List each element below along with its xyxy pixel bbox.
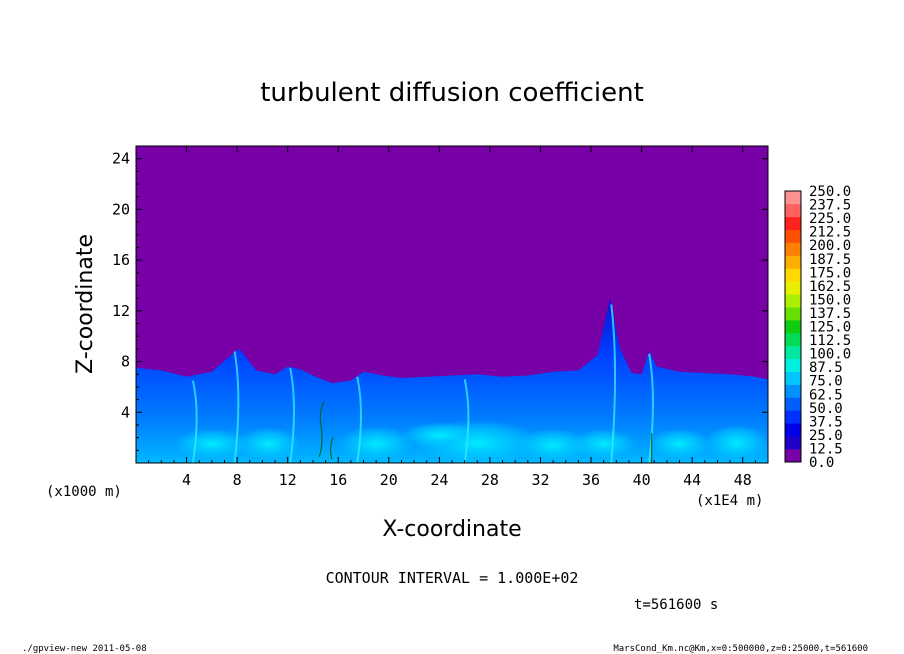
x-tick-label: 8 [233,471,242,489]
footer-right: MarsCond_Km.nc@Km,x=0:500000,z=0:25000,t… [613,644,868,654]
y-tick-label: 12 [112,302,130,320]
x-tick-label: 32 [531,471,549,489]
colorbar-swatch [785,203,801,218]
y-tick-label: 4 [121,403,130,421]
high-diffusion-patch [647,428,712,460]
x-unit-right: (x1E4 m) [696,493,763,509]
x-tick-label: 16 [329,471,347,489]
colorbar-label: 187.5 [809,252,851,268]
colorbar-label: 100.0 [809,347,851,363]
y-tick-label: 24 [112,150,130,168]
colorbar-swatch [785,307,801,321]
colorbar-label: 50.0 [809,401,843,417]
contour-line [318,401,334,460]
colorbar: 0.012.525.037.550.062.575.087.5100.0112.… [784,184,851,471]
colorbar-swatch [785,332,801,347]
x-tick-label: 4 [182,471,191,489]
high-diffusion-patch [338,426,415,462]
x-tick-label: 36 [582,471,600,489]
colorbar-swatch [785,410,801,424]
high-diffusion-patch [401,422,478,448]
x-tick-label: 48 [734,471,752,489]
colorbar-swatch [785,191,801,205]
y-axis: 4 8 12 16 20 24 [112,150,768,451]
colorbar-label: 87.5 [809,360,843,376]
colorbar-swatch [785,281,801,295]
x-axis: 4 8 12 16 20 24 28 32 36 40 44 48 [148,146,756,489]
colorbar-swatch [785,320,801,334]
plume-streak [233,351,240,463]
colorbar-swatch [785,384,801,398]
colorbar-label: 0.0 [809,455,834,471]
x-tick-label: 44 [683,471,701,489]
contour-interval-text: CONTOUR INTERVAL = 1.000E+02 [326,569,579,587]
high-diffusion-patch [572,428,636,460]
colorbar-label: 237.5 [809,198,851,214]
colorbar-label: 75.0 [809,374,843,390]
colorbar-swatch [785,358,801,372]
plume-streak [648,353,654,463]
colorbar-swatch [785,268,801,282]
colorbar-swatch [785,242,801,256]
x-tick-label: 40 [633,471,651,489]
colorbar-frame [784,190,802,463]
colorbar-label: 175.0 [809,265,851,281]
colorbar-swatch [785,423,801,437]
colorbar-label: 125.0 [809,320,851,336]
plume-streak [289,367,295,463]
high-diffusion-patch [704,424,768,461]
x-tick-label: 12 [279,471,297,489]
colorbar-label: 137.5 [809,306,851,322]
y-tick-label: 16 [112,251,130,269]
footer-left: ./gpview-new 2011-05-08 [22,644,147,654]
colorbar-swatch [785,397,801,411]
high-diffusion-patch [515,428,592,462]
plot-area [135,145,769,464]
boundary-layer-field [136,298,768,463]
colorbar-label: 212.5 [809,225,851,241]
x-axis-label: X-coordinate [382,517,521,542]
colorbar-label: 162.5 [809,279,851,295]
colorbar-label: 62.5 [809,387,843,403]
x-tick-label: 20 [380,471,398,489]
colorbar-swatch [785,436,801,450]
colorbar-label: 37.5 [809,414,843,430]
colorbar-label: 225.0 [809,211,851,227]
colorbar-swatch [785,255,801,269]
y-axis-label: Z-coordinate [73,234,98,374]
plume-streak [463,379,470,463]
chart-title: turbulent diffusion coefficient [260,78,644,108]
colorbar-label: 250.0 [809,184,851,200]
colorbar-swatch [785,229,801,243]
colorbar-label: 12.5 [809,441,843,457]
colorbar-label: 150.0 [809,292,851,308]
y-tick-label: 20 [112,200,130,218]
colorbar-swatch [785,449,801,463]
plume-streak [610,304,617,463]
colorbar-label: 112.5 [809,333,851,349]
x-tick-label: 28 [481,471,499,489]
colorbar-swatch [785,371,801,385]
plume-streak [191,380,198,463]
colorbar-swatch [785,345,801,360]
x-tick-label: 24 [430,471,448,489]
y-tick-label: 8 [121,353,130,371]
high-diffusion-patch [173,428,250,460]
colorbar-swatch [785,216,801,231]
x-unit-left: (x1000 m) [46,484,122,500]
high-diffusion-patch [237,427,301,461]
colorbar-label: 25.0 [809,428,843,444]
plume-streak [356,376,362,463]
colorbar-swatch [785,294,801,308]
colorbar-label: 200.0 [809,238,851,254]
time-text: t=561600 s [634,597,718,613]
